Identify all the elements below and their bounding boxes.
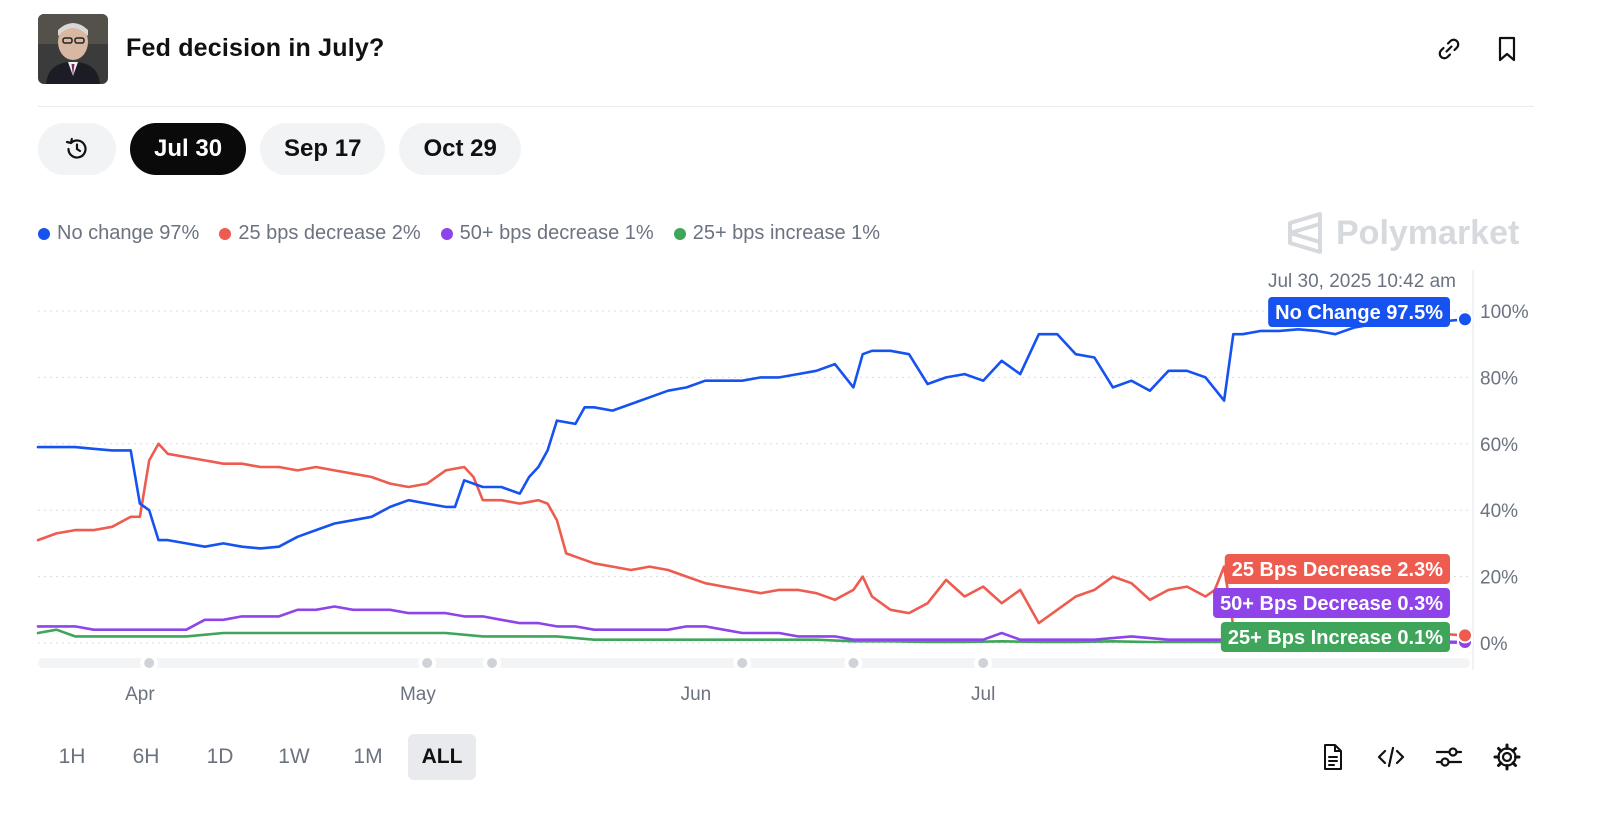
legend-item-25-decrease: 25 bps decrease 2% (219, 222, 421, 245)
series-line (36, 318, 1467, 550)
date-tabs: Jul 30 Sep 17 Oct 29 (38, 123, 521, 175)
series-end-label-text: No Change 97.5% (1275, 302, 1443, 324)
range-1w[interactable]: 1W (278, 745, 310, 768)
range-1m[interactable]: 1M (353, 745, 383, 768)
person-photo-icon (38, 14, 108, 84)
legend-label: 25+ bps increase 1% (692, 222, 881, 244)
timeline-dot[interactable] (733, 654, 752, 672)
bookmark-icon[interactable] (1492, 34, 1522, 64)
y-tick-label: 0% (1480, 634, 1508, 655)
x-tick-label: Apr (125, 684, 155, 705)
legend-dot (219, 227, 232, 240)
series-end-label: 25+ Bps Increase 0.1% (1220, 622, 1450, 652)
series-end-labels: No Change 97.5% 25 Bps Decrease 2.3% 50+ B… (1213, 297, 1450, 652)
series-end-label-bg (1213, 588, 1450, 618)
timeline-dot[interactable] (974, 654, 993, 672)
timeline-bar (38, 658, 1470, 668)
tab-oct-29[interactable]: Oct 29 (399, 123, 521, 175)
series-end-label: No Change 97.5% (1268, 297, 1450, 327)
y-tick-label: 60% (1480, 435, 1518, 456)
chart-legend: No change 97% 25 bps decrease 2% 50+ bps… (38, 222, 880, 245)
series-end-label: 25 Bps Decrease 2.3% (1224, 554, 1450, 584)
legend-label: 50+ bps decrease 1% (459, 222, 654, 244)
link-icon[interactable] (1434, 34, 1464, 64)
range-1h[interactable]: 1H (58, 745, 86, 768)
legend-item-25-increase: 25+ bps increase 1% (673, 222, 881, 245)
series-end-label-text: 50+ Bps Decrease 0.3% (1220, 593, 1443, 615)
series-lines (36, 311, 1473, 651)
header-divider (38, 106, 1534, 107)
range-6h[interactable]: 6H (132, 745, 160, 768)
series-line (36, 605, 1467, 644)
x-tick-label: Jul (971, 684, 995, 705)
legend-label: No change 97% (57, 222, 200, 244)
series-end-label: 50+ Bps Decrease 0.3% (1213, 588, 1450, 618)
market-header: Fed decision in July? (38, 14, 1534, 86)
legend-dot (440, 227, 453, 240)
y-tick-label: 40% (1480, 501, 1518, 522)
series-end-label-text: 25+ Bps Increase 0.1% (1228, 627, 1443, 649)
polymarket-logo-icon (1288, 212, 1322, 254)
tab-sep-17[interactable]: Sep 17 (260, 123, 386, 175)
sliders-icon[interactable] (1434, 742, 1464, 772)
hover-timestamp: Jul 30, 2025 10:42 am (1268, 271, 1456, 292)
series-end-label-bg (1220, 622, 1450, 652)
tab-history[interactable] (38, 123, 116, 175)
x-tick-label: May (400, 684, 436, 705)
legend-item-50-decrease: 50+ bps decrease 1% (440, 222, 654, 245)
series-end-dot (1457, 311, 1473, 328)
legend-label: 25 bps decrease 2% (238, 222, 421, 244)
x-axis: Apr May Jun Jul (125, 684, 995, 705)
legend-dot (673, 227, 686, 240)
y-tick-label: 100% (1480, 302, 1529, 323)
series-end-label-bg (1268, 297, 1450, 327)
legend-item-no-change: No change 97% (38, 222, 199, 245)
legend-dot (38, 227, 50, 240)
timeline-dot[interactable] (483, 654, 502, 672)
market-avatar (38, 14, 108, 84)
watermark-text: Polymarket (1336, 213, 1520, 252)
range-1d[interactable]: 1D (206, 745, 234, 768)
code-icon[interactable] (1376, 742, 1406, 772)
y-tick-label: 80% (1480, 368, 1518, 389)
series-end-label-text: 25 Bps Decrease 2.3% (1232, 559, 1443, 581)
market-title: Fed decision in July? (126, 34, 385, 62)
history-icon (65, 137, 87, 159)
tab-jul-30[interactable]: Jul 30 (130, 123, 247, 175)
probability-chart[interactable]: Jul 30, 2025 10:42 am 100% 80% 60% 40% 20% 0%… (0, 260, 1600, 720)
series-line (36, 442, 1467, 637)
timeline-dot[interactable] (418, 654, 437, 672)
series-end-label-bg (1224, 554, 1450, 584)
timeline-dot[interactable] (844, 654, 863, 672)
settings-icon[interactable] (1492, 742, 1522, 772)
time-range-selector: 1H 6H 1D 1W 1M ALL (38, 734, 476, 780)
polymarket-watermark: Polymarket (1284, 210, 1519, 256)
range-all[interactable]: ALL (408, 734, 476, 780)
series-end-dot (1457, 627, 1473, 644)
timeline-dot[interactable] (140, 654, 159, 672)
y-tick-label: 20% (1480, 568, 1518, 589)
x-tick-label: Jun (681, 684, 712, 705)
y-axis: 100% 80% 60% 40% 20% 0% (1480, 302, 1529, 655)
document-icon[interactable] (1317, 742, 1347, 772)
timeline-track[interactable] (38, 654, 1470, 672)
